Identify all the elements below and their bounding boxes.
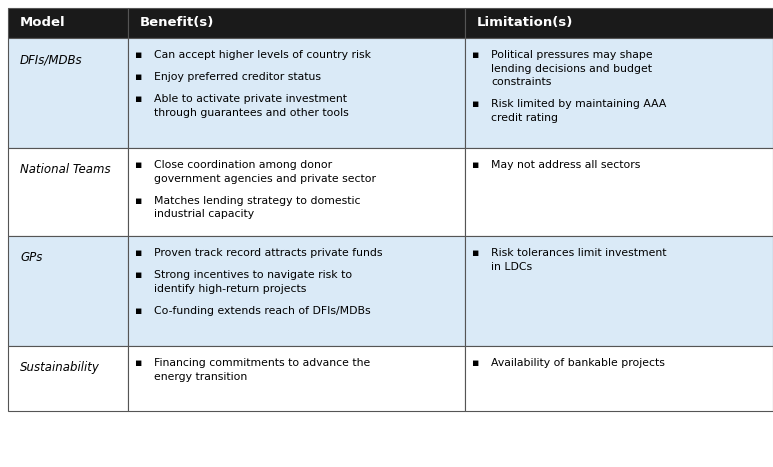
Text: ▪: ▪ <box>134 72 141 82</box>
Text: lending decisions and budget: lending decisions and budget <box>491 64 652 73</box>
Text: Proven track record attracts private funds: Proven track record attracts private fun… <box>154 248 383 258</box>
Bar <box>8 148 128 236</box>
Text: ▪: ▪ <box>134 270 141 280</box>
Text: Strong incentives to navigate risk to: Strong incentives to navigate risk to <box>154 270 352 280</box>
Text: Financing commitments to advance the: Financing commitments to advance the <box>154 358 370 368</box>
Text: Model: Model <box>20 16 66 29</box>
Bar <box>128 38 465 148</box>
Bar <box>128 236 465 346</box>
Bar <box>128 148 465 236</box>
Text: ▪: ▪ <box>134 358 141 368</box>
Text: ▪: ▪ <box>471 160 478 170</box>
Bar <box>465 8 773 38</box>
Bar <box>128 8 465 38</box>
Text: ▪: ▪ <box>134 160 141 170</box>
Text: May not address all sectors: May not address all sectors <box>491 160 640 170</box>
Text: ▪: ▪ <box>134 50 141 60</box>
Text: Matches lending strategy to domestic: Matches lending strategy to domestic <box>154 196 360 205</box>
Text: Risk tolerances limit investment: Risk tolerances limit investment <box>491 248 666 258</box>
Text: ▪: ▪ <box>134 305 141 316</box>
Bar <box>465 346 773 411</box>
Text: government agencies and private sector: government agencies and private sector <box>154 174 376 184</box>
Text: ▪: ▪ <box>471 248 478 258</box>
Text: ▪: ▪ <box>471 358 478 368</box>
Bar <box>128 346 465 411</box>
Text: Enjoy preferred creditor status: Enjoy preferred creditor status <box>154 72 321 82</box>
Text: constraints: constraints <box>491 77 551 87</box>
Text: identify high-return projects: identify high-return projects <box>154 283 306 294</box>
Text: Availability of bankable projects: Availability of bankable projects <box>491 358 665 368</box>
Bar <box>8 38 128 148</box>
Text: Co-funding extends reach of DFIs/MDBs: Co-funding extends reach of DFIs/MDBs <box>154 305 370 316</box>
Text: ▪: ▪ <box>471 99 478 109</box>
Text: Political pressures may shape: Political pressures may shape <box>491 50 652 60</box>
Bar <box>465 236 773 346</box>
Text: ▪: ▪ <box>134 248 141 258</box>
Text: Able to activate private investment: Able to activate private investment <box>154 94 347 104</box>
Text: energy transition: energy transition <box>154 372 247 382</box>
Text: in LDCs: in LDCs <box>491 262 532 271</box>
Bar <box>8 236 128 346</box>
Text: Close coordination among donor: Close coordination among donor <box>154 160 332 170</box>
Text: through guarantees and other tools: through guarantees and other tools <box>154 107 349 118</box>
Bar <box>465 38 773 148</box>
Text: DFIs/MDBs: DFIs/MDBs <box>20 53 83 66</box>
Text: National Teams: National Teams <box>20 163 111 176</box>
Text: Sustainability: Sustainability <box>20 361 100 374</box>
Text: Limitation(s): Limitation(s) <box>477 16 574 29</box>
Text: ▪: ▪ <box>134 94 141 104</box>
Text: credit rating: credit rating <box>491 113 558 123</box>
Text: Benefit(s): Benefit(s) <box>140 16 214 29</box>
Text: ▪: ▪ <box>471 50 478 60</box>
Bar <box>8 346 128 411</box>
Text: ▪: ▪ <box>134 196 141 205</box>
Bar <box>465 148 773 236</box>
Text: Risk limited by maintaining AAA: Risk limited by maintaining AAA <box>491 99 666 109</box>
Text: GPs: GPs <box>20 251 43 264</box>
Text: Can accept higher levels of country risk: Can accept higher levels of country risk <box>154 50 371 60</box>
Bar <box>8 8 128 38</box>
Text: industrial capacity: industrial capacity <box>154 209 254 219</box>
